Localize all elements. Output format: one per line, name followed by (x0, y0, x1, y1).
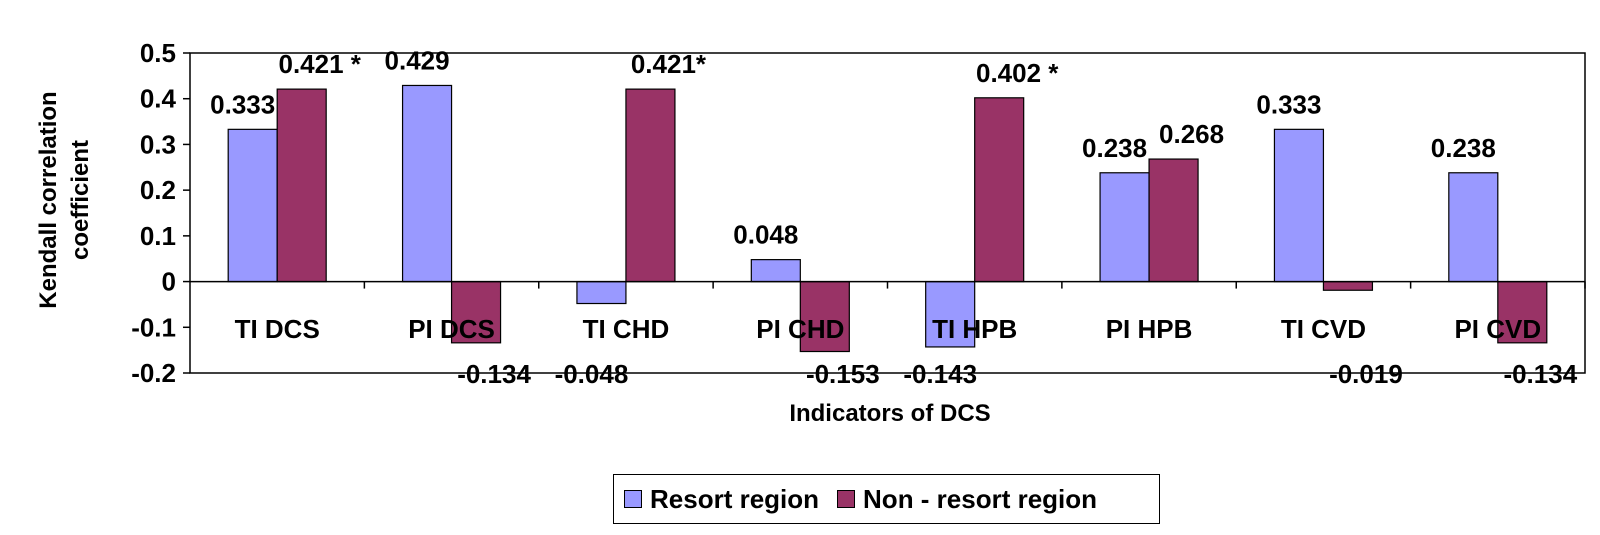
y-tick-label: 0.3 (140, 129, 176, 159)
plot-area (189, 52, 1586, 374)
data-label: -0.134 (1503, 359, 1577, 389)
category-label: TI HPB (932, 314, 1017, 344)
y-tick-label: -0.1 (131, 312, 176, 342)
legend-label-resort: Resort region (650, 483, 820, 514)
category-label: PI HPB (1106, 314, 1193, 344)
category-label: PI CHD (756, 314, 844, 344)
y-tick-label: 0.2 (140, 175, 176, 205)
legend-item-non-resort: Non - resort region (837, 484, 1097, 515)
bar (799, 280, 850, 353)
y-tick-label: -0.2 (131, 358, 176, 388)
bar (750, 259, 801, 283)
category-label: PI DCS (408, 314, 495, 344)
category-labels: TI DCS PI DCS TI CHD PI CHD TI HPB PI HPB TI C… (235, 281, 1586, 344)
data-label: -0.048 (555, 359, 629, 389)
y-axis-label-line: Kendall correlation (35, 91, 62, 309)
data-label: 0.333 (1256, 89, 1321, 119)
data-label: 0.402 * (976, 58, 1059, 88)
y-axis-label-line: coefficient (67, 139, 94, 261)
y-axis-label: Kendall correlation coefficient (20, 60, 110, 340)
data-label: 0.421 * (278, 49, 361, 79)
legend-swatch-resort (624, 490, 642, 508)
y-tick-label: 0 (162, 267, 176, 297)
bar (576, 280, 627, 305)
bar (1322, 280, 1374, 291)
data-label: -0.143 (903, 359, 977, 389)
bar (450, 280, 502, 344)
data-label: 0.048 (733, 220, 798, 250)
legend-label-non-resort: Non - resort region (863, 483, 1098, 514)
data-label: 0.421* (631, 49, 707, 79)
data-label: 0.238 (1082, 133, 1147, 163)
bar (625, 88, 676, 283)
data-label: -0.019 (1329, 359, 1403, 389)
bars (227, 84, 1548, 353)
bar (276, 88, 327, 283)
bar (401, 84, 453, 283)
y-tick-label: 0.1 (140, 221, 176, 251)
category-label: TI CHD (583, 314, 670, 344)
legend: Resort region Non - resort region (613, 474, 1160, 524)
legend-swatch-non-resort (837, 490, 856, 508)
bar (1273, 128, 1325, 283)
data-label: 0.333 (210, 89, 275, 119)
data-label: -0.153 (806, 359, 880, 389)
y-axis-ticks: 0.5 0.4 0.3 0.2 0.1 0 -0.1 -0.2 (131, 38, 190, 388)
bar (1099, 172, 1150, 283)
bar (925, 280, 976, 348)
data-label: 0.429 (385, 45, 450, 75)
bar (1148, 158, 1199, 283)
data-label: 0.238 (1431, 133, 1496, 163)
category-label: TI CVD (1281, 314, 1366, 344)
category-label: PI CVD (1454, 314, 1541, 344)
bar (1448, 172, 1499, 283)
x-axis-label: Indicators of DCS (789, 400, 991, 427)
y-tick-label: 0.4 (140, 84, 177, 114)
legend-item-resort: Resort region (624, 484, 819, 515)
bar (227, 128, 278, 283)
category-label: TI DCS (235, 314, 320, 344)
y-tick-label: 0.5 (140, 38, 176, 68)
bar (974, 97, 1025, 283)
data-label: 0.268 (1159, 119, 1224, 149)
y-axis-label-text: Kendall correlation coefficient (33, 91, 97, 308)
data-label: -0.134 (457, 359, 531, 389)
